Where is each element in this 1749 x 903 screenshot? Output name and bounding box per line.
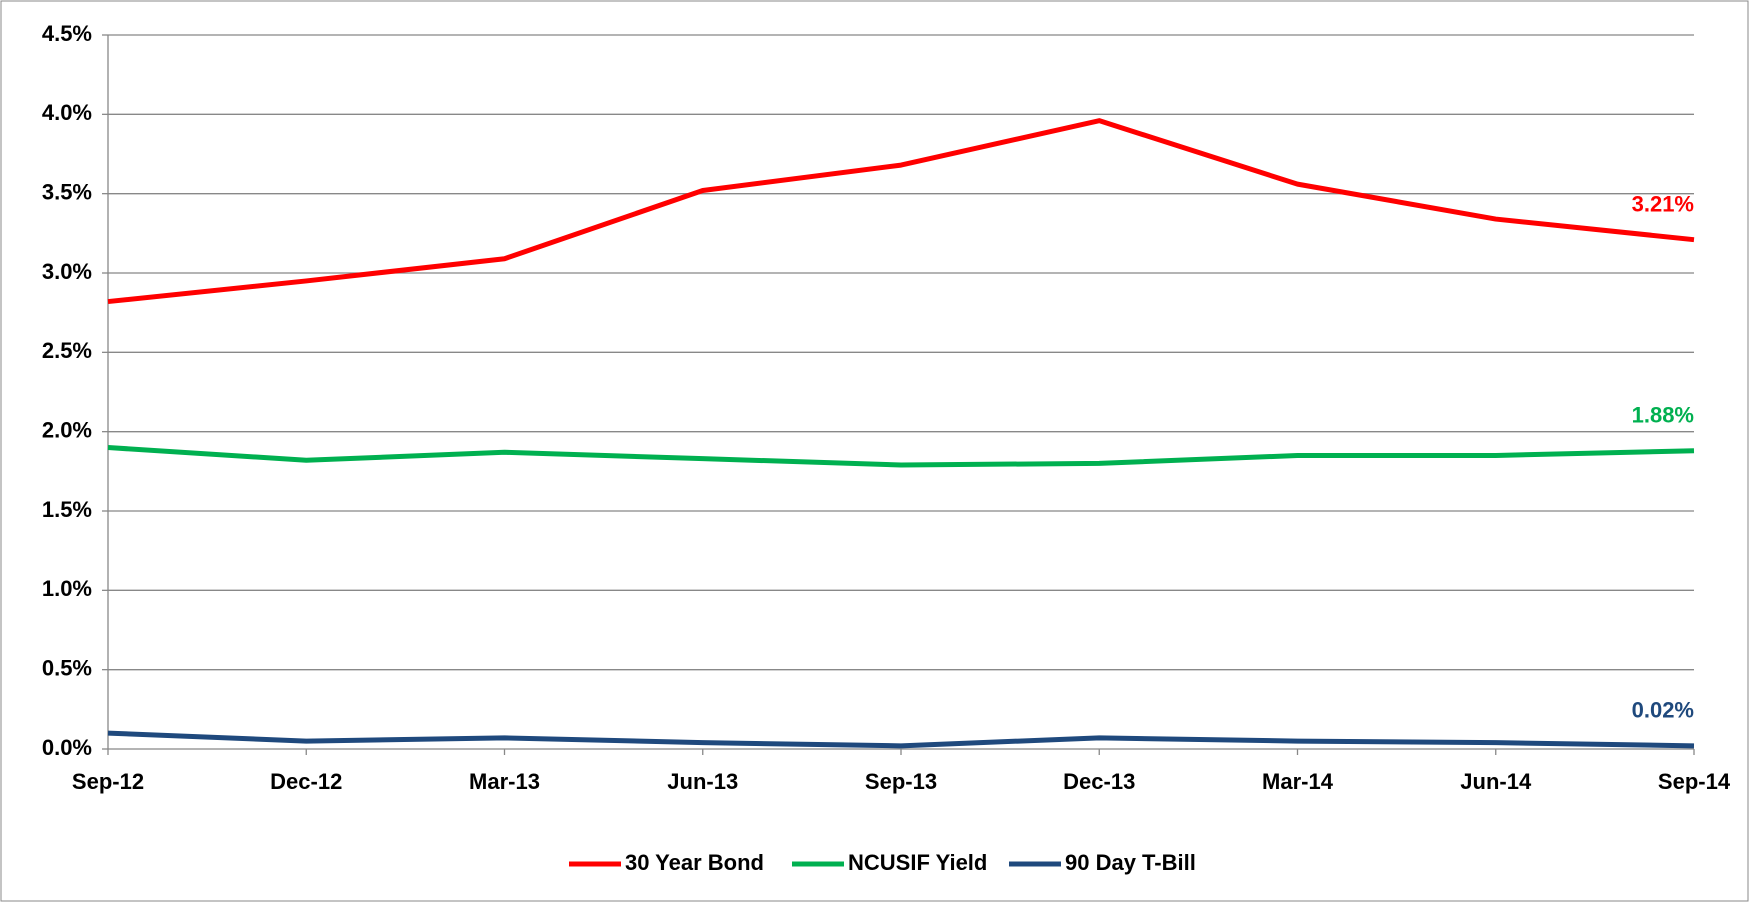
x-tick-label: Sep-13 (865, 769, 937, 794)
y-tick-label: 1.5% (42, 497, 92, 522)
y-tick-label: 3.0% (42, 259, 92, 284)
series-line (107, 445, 1695, 468)
x-tick-label: Jun-14 (1460, 769, 1532, 794)
legend-label: 30 Year Bond (625, 850, 764, 875)
y-tick-label: 4.0% (42, 100, 92, 125)
legend-label: 90 Day T-Bill (1065, 850, 1196, 875)
series-line (107, 118, 1695, 305)
y-tick-label: 4.5% (42, 21, 92, 46)
x-tick-label: Jun-13 (667, 769, 738, 794)
data-label: 0.02% (1632, 698, 1694, 723)
x-tick-label: Sep-12 (72, 769, 144, 794)
data-label: 3.21% (1632, 191, 1694, 216)
series-line (107, 730, 1695, 749)
legend-label: NCUSIF Yield (848, 850, 987, 875)
y-tick-label: 2.5% (42, 338, 92, 363)
y-tick-label: 3.5% (42, 179, 92, 204)
y-tick-label: 1.0% (42, 576, 92, 601)
x-tick-label: Dec-12 (270, 769, 342, 794)
y-tick-label: 0.0% (42, 735, 92, 760)
y-tick-label: 0.5% (42, 655, 92, 680)
data-label: 1.88% (1632, 403, 1694, 428)
x-tick-label: Mar-13 (469, 769, 540, 794)
x-tick-label: Sep-14 (1658, 769, 1731, 794)
x-tick-label: Mar-14 (1262, 769, 1334, 794)
x-tick-label: Dec-13 (1063, 769, 1135, 794)
y-tick-label: 2.0% (42, 417, 92, 442)
